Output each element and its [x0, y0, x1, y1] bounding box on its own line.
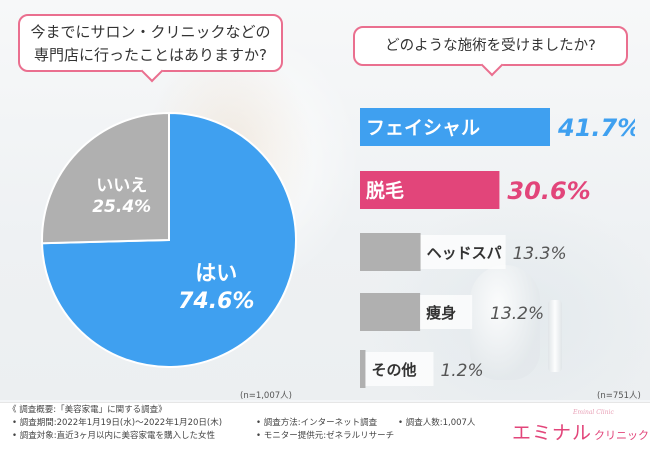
bar-4 [360, 350, 366, 388]
bottle-decoration [548, 300, 562, 372]
bar-label-1: 脱毛 [366, 179, 404, 202]
pie-sample-note: (n=1,007人) [240, 391, 292, 401]
bar-value-0: 41.7% [557, 114, 635, 142]
bar-value-1: 30.6% [507, 177, 590, 205]
logo-tagline: Eminal Clinic [573, 409, 614, 416]
logo-main-text: エミナル [512, 422, 593, 444]
survey-target: • 調査対象:直近3ヶ月以内に美容家電を購入した女性 [12, 431, 215, 441]
bar-label-bg-4 [365, 352, 434, 386]
bar-label-0: フェイシャル [366, 117, 480, 139]
question-1-line-1: 今までにサロン・クリニックなどの [30, 23, 271, 41]
bar-sample-note: (n=751人) [597, 391, 641, 401]
bar-label-bg-2 [420, 235, 506, 269]
bar-2 [360, 233, 421, 271]
survey-title: 《 調査概要:「美容家電」に関する調査》 [8, 405, 167, 415]
bar-0 [360, 108, 550, 146]
survey-provider: • モニター提供元:ゼネラルリサーチ [256, 431, 395, 441]
question-2-text: どのような施術を受けましたか? [385, 38, 596, 54]
question-2-bubble: どのような施術を受けましたか? [353, 26, 628, 66]
pie-slice-0 [41, 111, 297, 368]
bar-label-3: 痩身 [426, 304, 456, 322]
bar-label-4: その他 [371, 361, 416, 379]
question-1-bubble: 今までにサロン・クリニックなどの 専門店に行ったことはありますか? [18, 14, 283, 72]
bar-chart: フェイシャル 41.7% 脱毛 30.6% ヘッドスパ 13.3% 痩身 13.2% その他 1.… [360, 108, 635, 388]
survey-count: • 調査人数:1,007人 [398, 418, 476, 428]
pie-value-1: 25.4% [92, 197, 151, 217]
hand-mirror-decoration [470, 265, 540, 380]
bar-value-3: 13.2% [490, 304, 544, 324]
question-1-line-2: 専門店に行ったことはありますか? [34, 46, 267, 64]
bar-3 [360, 293, 421, 331]
bar-1 [360, 171, 500, 209]
pie-label-1: いいえ [96, 176, 147, 196]
bar-value-2: 13.3% [513, 244, 567, 264]
logo-sub-text: クリニック [594, 429, 650, 442]
bar-label-2: ヘッドスパ [427, 244, 502, 262]
bar-label-bg-3 [420, 295, 473, 329]
pie-label-0: はい [195, 261, 237, 285]
pie-value-0: 74.6% [178, 289, 254, 314]
survey-method: • 調査方法:インターネット調査 [256, 418, 378, 428]
footer [0, 402, 650, 450]
clinic-logo: エミナル クリニック [512, 418, 649, 445]
pie-slice-1 [41, 111, 170, 245]
survey-period: • 調査期間:2022年1月19日(水)〜2022年1月20日(木) [12, 418, 223, 428]
bar-value-4: 1.2% [440, 361, 483, 381]
